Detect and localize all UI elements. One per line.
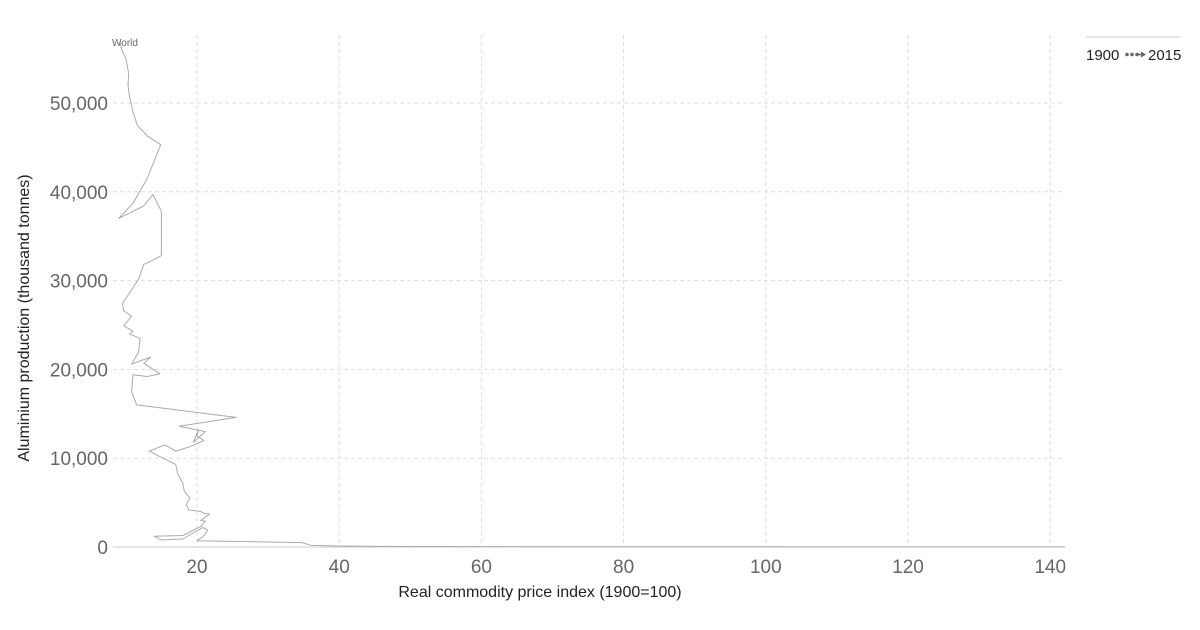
y-tick-label: 20,000 (50, 360, 108, 381)
y-axis: 0 10,000 20,000 30,000 40,000 50,000 (50, 94, 108, 559)
legend-start-year: 1900 (1086, 47, 1119, 64)
y-tick-label: 10,000 (50, 449, 108, 470)
x-tick-label: 100 (750, 557, 782, 578)
x-tick-label: 120 (892, 557, 924, 578)
y-axis-title: Aluminium production (thousand tonnes) (16, 174, 33, 461)
x-tick-label: 80 (613, 557, 634, 578)
x-tick-label: 20 (186, 557, 207, 578)
grid-lines (113, 35, 1065, 547)
x-tick-label: 60 (471, 557, 492, 578)
y-tick-label: 30,000 (50, 272, 108, 293)
series-line-world[interactable] (118, 42, 1065, 548)
series-layer (118, 42, 1065, 548)
series-label-world: World (112, 38, 138, 49)
legend-arrow-icon (1125, 51, 1146, 58)
time-legend[interactable]: 1900 2015 (1086, 36, 1181, 64)
x-axis: 20 40 60 80 100 120 140 (113, 546, 1066, 578)
legend-end-year: 2015 (1148, 47, 1181, 64)
y-tick-label: 50,000 (50, 94, 108, 115)
x-axis-title: Real commodity price index (1900=100) (398, 584, 681, 601)
x-tick-label: 40 (329, 557, 350, 578)
y-tick-label: 0 (97, 538, 108, 559)
y-tick-label: 40,000 (50, 183, 108, 204)
x-tick-label: 140 (1034, 557, 1066, 578)
